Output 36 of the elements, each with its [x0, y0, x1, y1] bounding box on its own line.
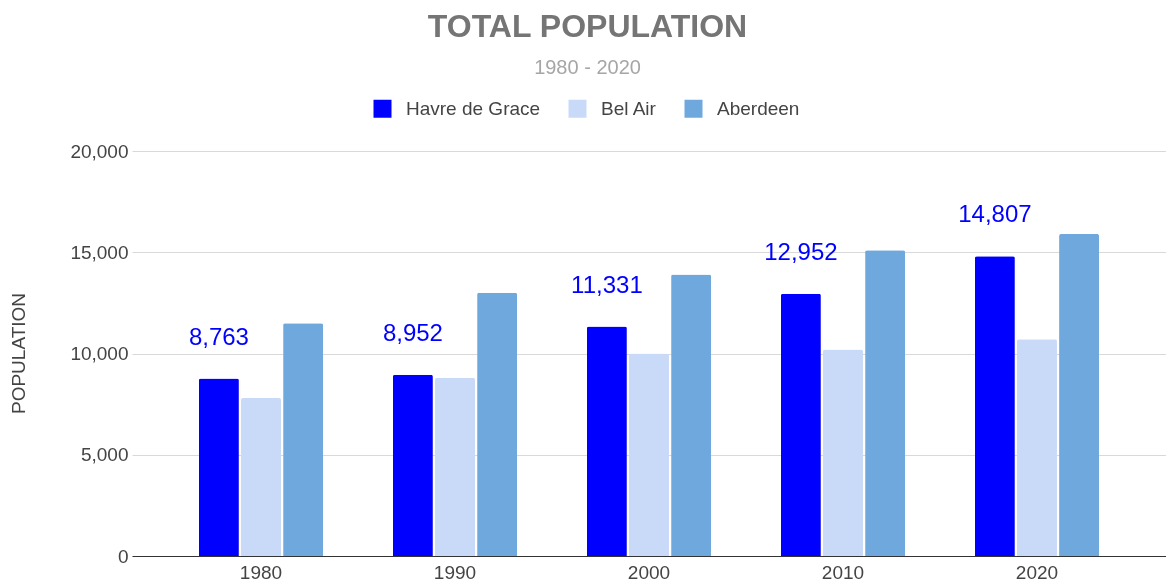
bar: [198, 378, 239, 556]
data-label: 8,763: [188, 322, 249, 350]
y-tick-label: 10,000: [70, 343, 129, 364]
y-tick-label: 0: [117, 545, 129, 567]
bar: [974, 256, 1015, 556]
bar: [629, 353, 669, 556]
chart-title: TOTAL POPULATION: [427, 8, 748, 44]
bar: [392, 374, 433, 556]
x-tick-label: 1980: [239, 561, 283, 583]
bar: [1059, 234, 1100, 556]
y-axis-title: POPULATION: [7, 292, 29, 415]
data-label: 8,952: [382, 318, 443, 346]
y-tick-label: 20,000: [70, 140, 129, 162]
legend-label: Aberdeen: [717, 97, 800, 119]
bar: [780, 293, 821, 556]
x-tick-label: 2000: [627, 561, 671, 583]
y-tick-label: 15,000: [70, 241, 129, 263]
bar: [865, 250, 906, 556]
data-label: 12,952: [764, 237, 838, 265]
bar: [823, 349, 863, 556]
legend-label: Bel Air: [601, 97, 657, 119]
bar: [435, 377, 475, 556]
legend-label: Havre de Grace: [406, 97, 541, 119]
data-label: 11,331: [571, 270, 643, 298]
x-tick-label: 2020: [1015, 561, 1059, 583]
bar: [283, 323, 324, 556]
bar: [477, 292, 518, 556]
y-tick-label: 5,000: [80, 444, 129, 466]
bar: [671, 274, 712, 556]
x-tick-label: 2010: [821, 561, 865, 583]
bar: [586, 326, 627, 556]
x-tick-label: 1990: [433, 561, 477, 583]
bar: [1017, 339, 1057, 556]
bar: [241, 398, 281, 556]
chart-subtitle: 1980 - 2020: [534, 56, 641, 78]
data-label: 14,807: [958, 200, 1032, 228]
